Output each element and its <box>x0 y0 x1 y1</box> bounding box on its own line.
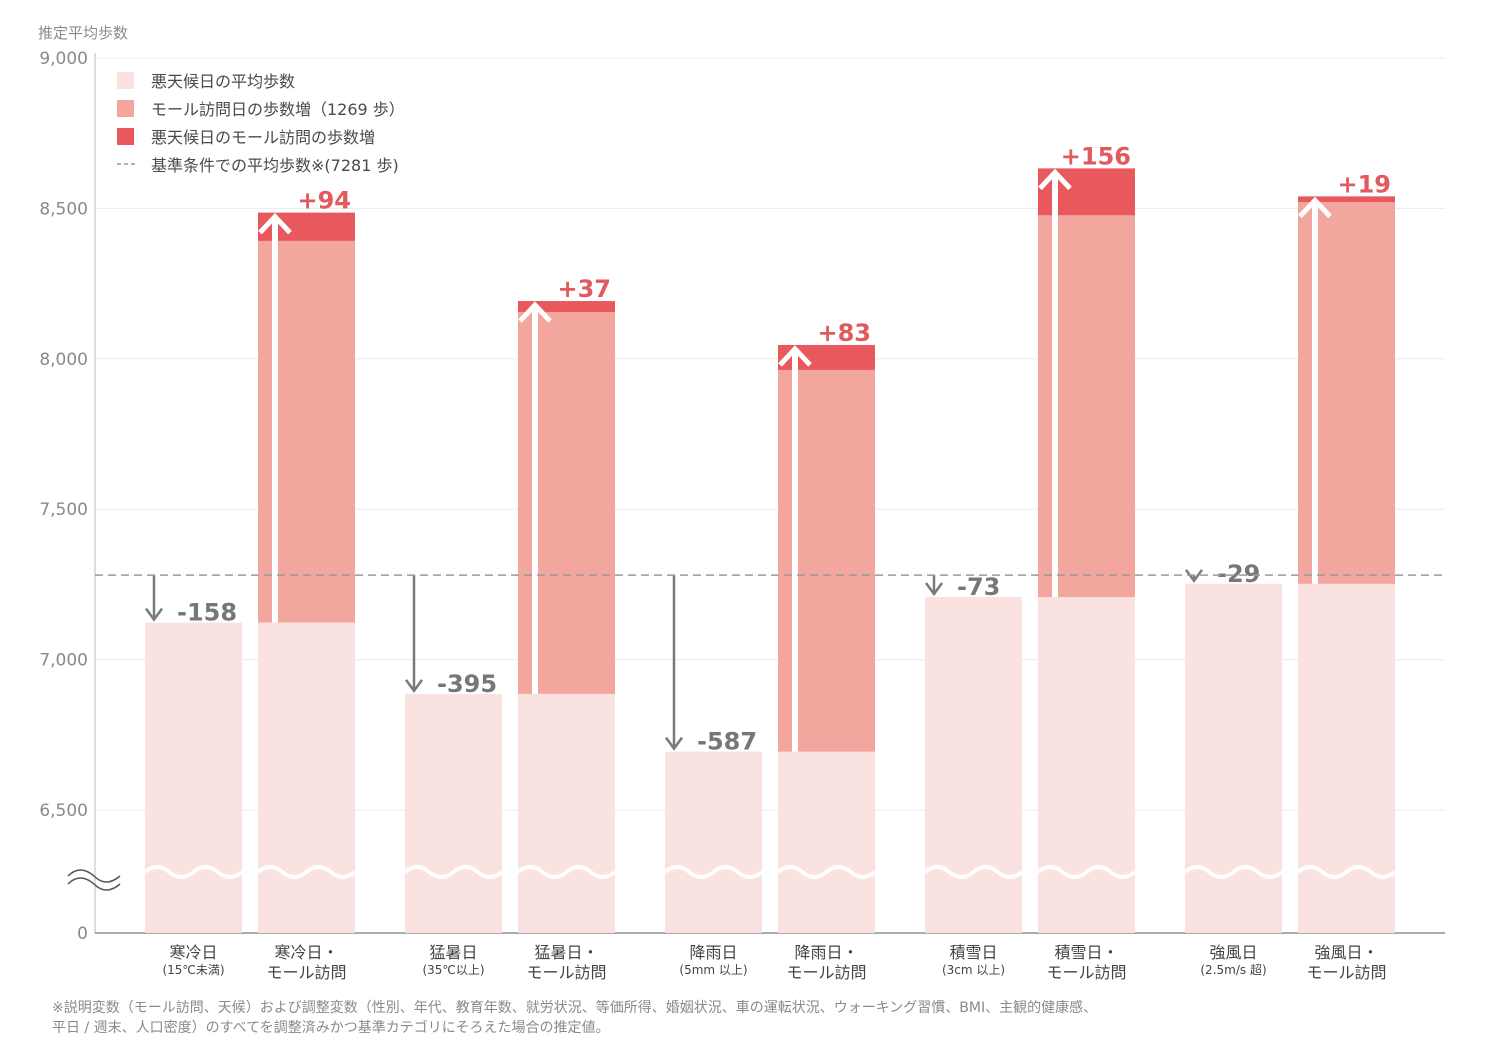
y-axis-title: 推定平均歩数 <box>38 24 128 42</box>
axis-break-icon <box>67 869 121 891</box>
bar-break-wave <box>776 865 877 879</box>
increase-arrow-head <box>518 301 552 323</box>
legend-label: 悪天候日の平均歩数 <box>151 72 295 91</box>
y-tick-label: 7,000 <box>39 651 88 671</box>
legend-label: モール訪問日の歩数増（1269 歩） <box>151 100 405 119</box>
footnote-line-2: 平日 / 週末、人口密度）のすべてを調整済みかつ基準カテゴリにそろえた場合の推定… <box>52 1020 610 1036</box>
increase-arrow-head <box>1038 168 1072 191</box>
decrease-arrow-head <box>144 607 164 622</box>
bar-break-wave <box>923 865 1024 879</box>
bar-mall-base <box>258 622 355 933</box>
decrease-arrow-head <box>664 736 684 751</box>
y-tick-label: 8,500 <box>39 199 88 219</box>
decrease-arrow-head <box>404 679 424 694</box>
category-sublabel: (2.5m/s 超) <box>1200 962 1266 977</box>
bar-weather <box>405 693 502 933</box>
increase-arrow-head <box>778 345 812 367</box>
legend-swatch <box>117 128 134 145</box>
category-label: モール訪問 <box>266 963 346 982</box>
category-label: 降雨日・ <box>794 943 858 962</box>
bar-mall-base <box>778 751 875 933</box>
bar-break-wave <box>1296 865 1397 879</box>
bar-break-wave <box>1036 865 1137 879</box>
bar-mall-base <box>518 693 615 933</box>
delta-label-positive: +83 <box>817 319 871 347</box>
category-label: 寒冷日 <box>169 943 217 962</box>
delta-label-negative: -29 <box>1217 560 1260 588</box>
category-label: 降雨日 <box>689 943 737 962</box>
delta-label-positive: +94 <box>297 187 351 215</box>
category-sublabel: (3cm 以上) <box>942 963 1005 977</box>
category-sublabel: (5mm 以上) <box>679 963 747 977</box>
bar-break-wave <box>516 865 617 879</box>
category-label: モール訪問 <box>786 963 866 982</box>
category-label: 積雪日 <box>949 943 997 962</box>
increase-arrow-head <box>1298 196 1332 219</box>
category-sublabel: (35℃以上) <box>422 963 484 977</box>
delta-label-positive: +19 <box>1337 170 1391 198</box>
category-label: 寒冷日・ <box>274 943 338 962</box>
legend-swatch <box>117 72 134 89</box>
y-tick-label: 6,500 <box>39 801 88 821</box>
category-label: 猛暑日 <box>429 943 477 962</box>
category-label: モール訪問 <box>1306 963 1386 982</box>
footnote-line-1: ※説明変数（モール訪問、天候）および調整変数（性別、年代、教育年数、就労状況、等… <box>52 1000 1098 1016</box>
bar-weather <box>665 751 762 933</box>
legend-label: 悪天候日のモール訪問の歩数増 <box>151 128 375 147</box>
delta-label-negative: -158 <box>177 599 237 627</box>
increase-arrow-head <box>258 212 292 235</box>
bar-break-wave <box>143 865 244 879</box>
y-tick-label: 0 <box>77 924 88 944</box>
category-label: 積雪日・ <box>1054 943 1118 962</box>
bar-mall-base <box>1038 597 1135 933</box>
category-label: モール訪問 <box>526 963 606 982</box>
bar-weather <box>145 622 242 933</box>
delta-label-negative: -73 <box>957 573 1000 601</box>
delta-label-positive: +156 <box>1061 142 1131 170</box>
y-tick-label: 8,000 <box>39 350 88 370</box>
footnote: ※説明変数（モール訪問、天候）および調整変数（性別、年代、教育年数、就労状況、等… <box>52 998 1452 1038</box>
category-label: 強風日 <box>1209 943 1257 962</box>
bar-mall-extra <box>518 301 615 313</box>
bar-mall-extra <box>1298 196 1395 203</box>
category-label: モール訪問 <box>1046 963 1126 982</box>
decrease-arrow-head <box>1184 569 1204 583</box>
bar-break-wave <box>256 865 357 879</box>
legend-label: 基準条件での平均歩数※(7281 歩) <box>151 156 399 175</box>
category-label: 猛暑日・ <box>534 943 598 962</box>
bar-chart: 推定平均歩数 9,000 8,500 8,000 7,500 7,000 6,500 0 +94… <box>38 24 1445 982</box>
bar-mall-base <box>1298 583 1395 933</box>
delta-label-negative: -587 <box>697 728 757 756</box>
delta-label-positive: +37 <box>557 275 611 303</box>
bar-break-wave <box>663 865 764 879</box>
legend-swatch <box>117 100 134 117</box>
bar-weather <box>1185 583 1282 933</box>
y-tick-label: 7,500 <box>39 500 88 520</box>
category-sublabel: (15℃未満) <box>162 963 224 977</box>
delta-label-negative: -395 <box>437 670 497 698</box>
category-label: 強風日・ <box>1314 943 1378 962</box>
bar-weather <box>925 597 1022 933</box>
decrease-arrow-head <box>924 582 944 597</box>
y-tick-label: 9,000 <box>39 49 88 69</box>
bar-break-wave <box>403 865 504 879</box>
bar-break-wave <box>1183 865 1284 879</box>
